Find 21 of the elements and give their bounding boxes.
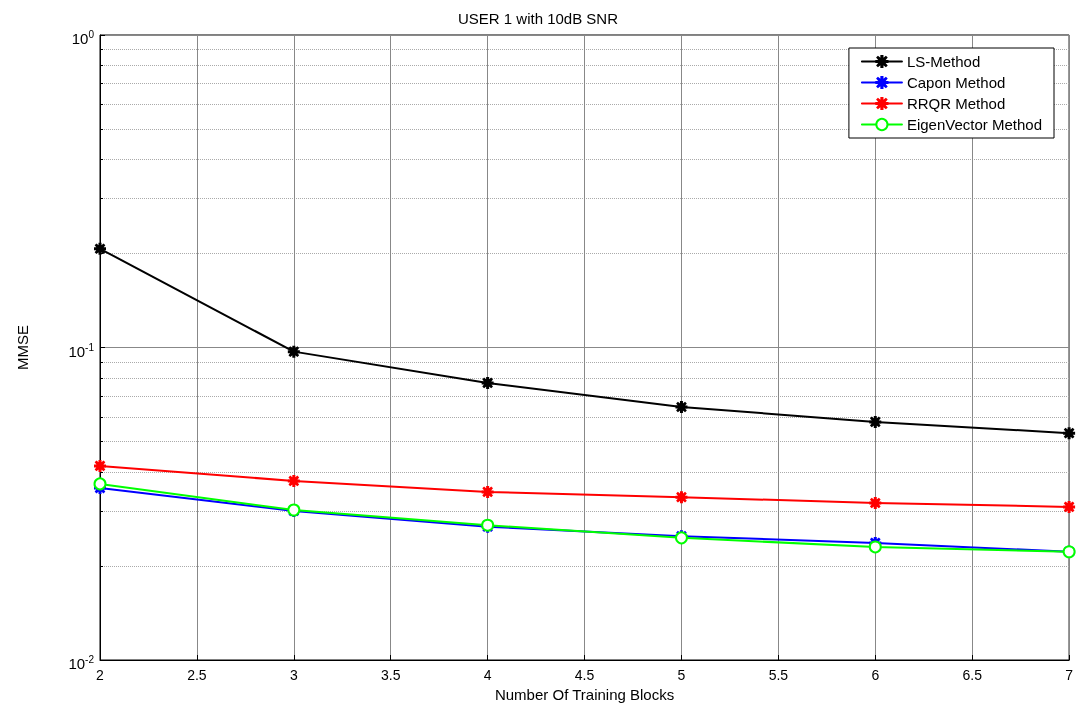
x-tick-label: 4.5 — [574, 667, 595, 683]
chart-title: USER 1 with 10dB SNR — [457, 10, 619, 27]
legend-label: LS-Method — [906, 53, 981, 70]
x-tick-label: 2 — [96, 667, 105, 683]
x-tick-label: 3.5 — [381, 667, 401, 683]
x-tick-label: 3 — [289, 667, 298, 683]
x-tick-label: 6 — [871, 667, 880, 683]
x-tick-label: 5 — [677, 667, 686, 683]
y-axis-title: MMSE — [14, 325, 31, 370]
x-tick-label: 5.5 — [768, 667, 789, 683]
x-tick-label: 6.5 — [962, 667, 983, 683]
x-tick-label: 4 — [483, 667, 492, 683]
x-tick-label: 2.5 — [187, 667, 207, 683]
legend-label: EigenVector Method — [906, 116, 1043, 133]
y-tick-label: 10$^{-2}$ — [68, 653, 94, 674]
y-tick-label: 10$^{-1}$ — [68, 340, 94, 362]
x-axis-title: Number Of Training Blocks — [494, 685, 675, 703]
y-tick-label: 10$^{0}$ — [71, 28, 94, 49]
legend-label: RRQR Method — [906, 95, 1006, 112]
x-tick-label: 7 — [1065, 667, 1074, 683]
legend-label: Capon Method — [906, 74, 1006, 91]
